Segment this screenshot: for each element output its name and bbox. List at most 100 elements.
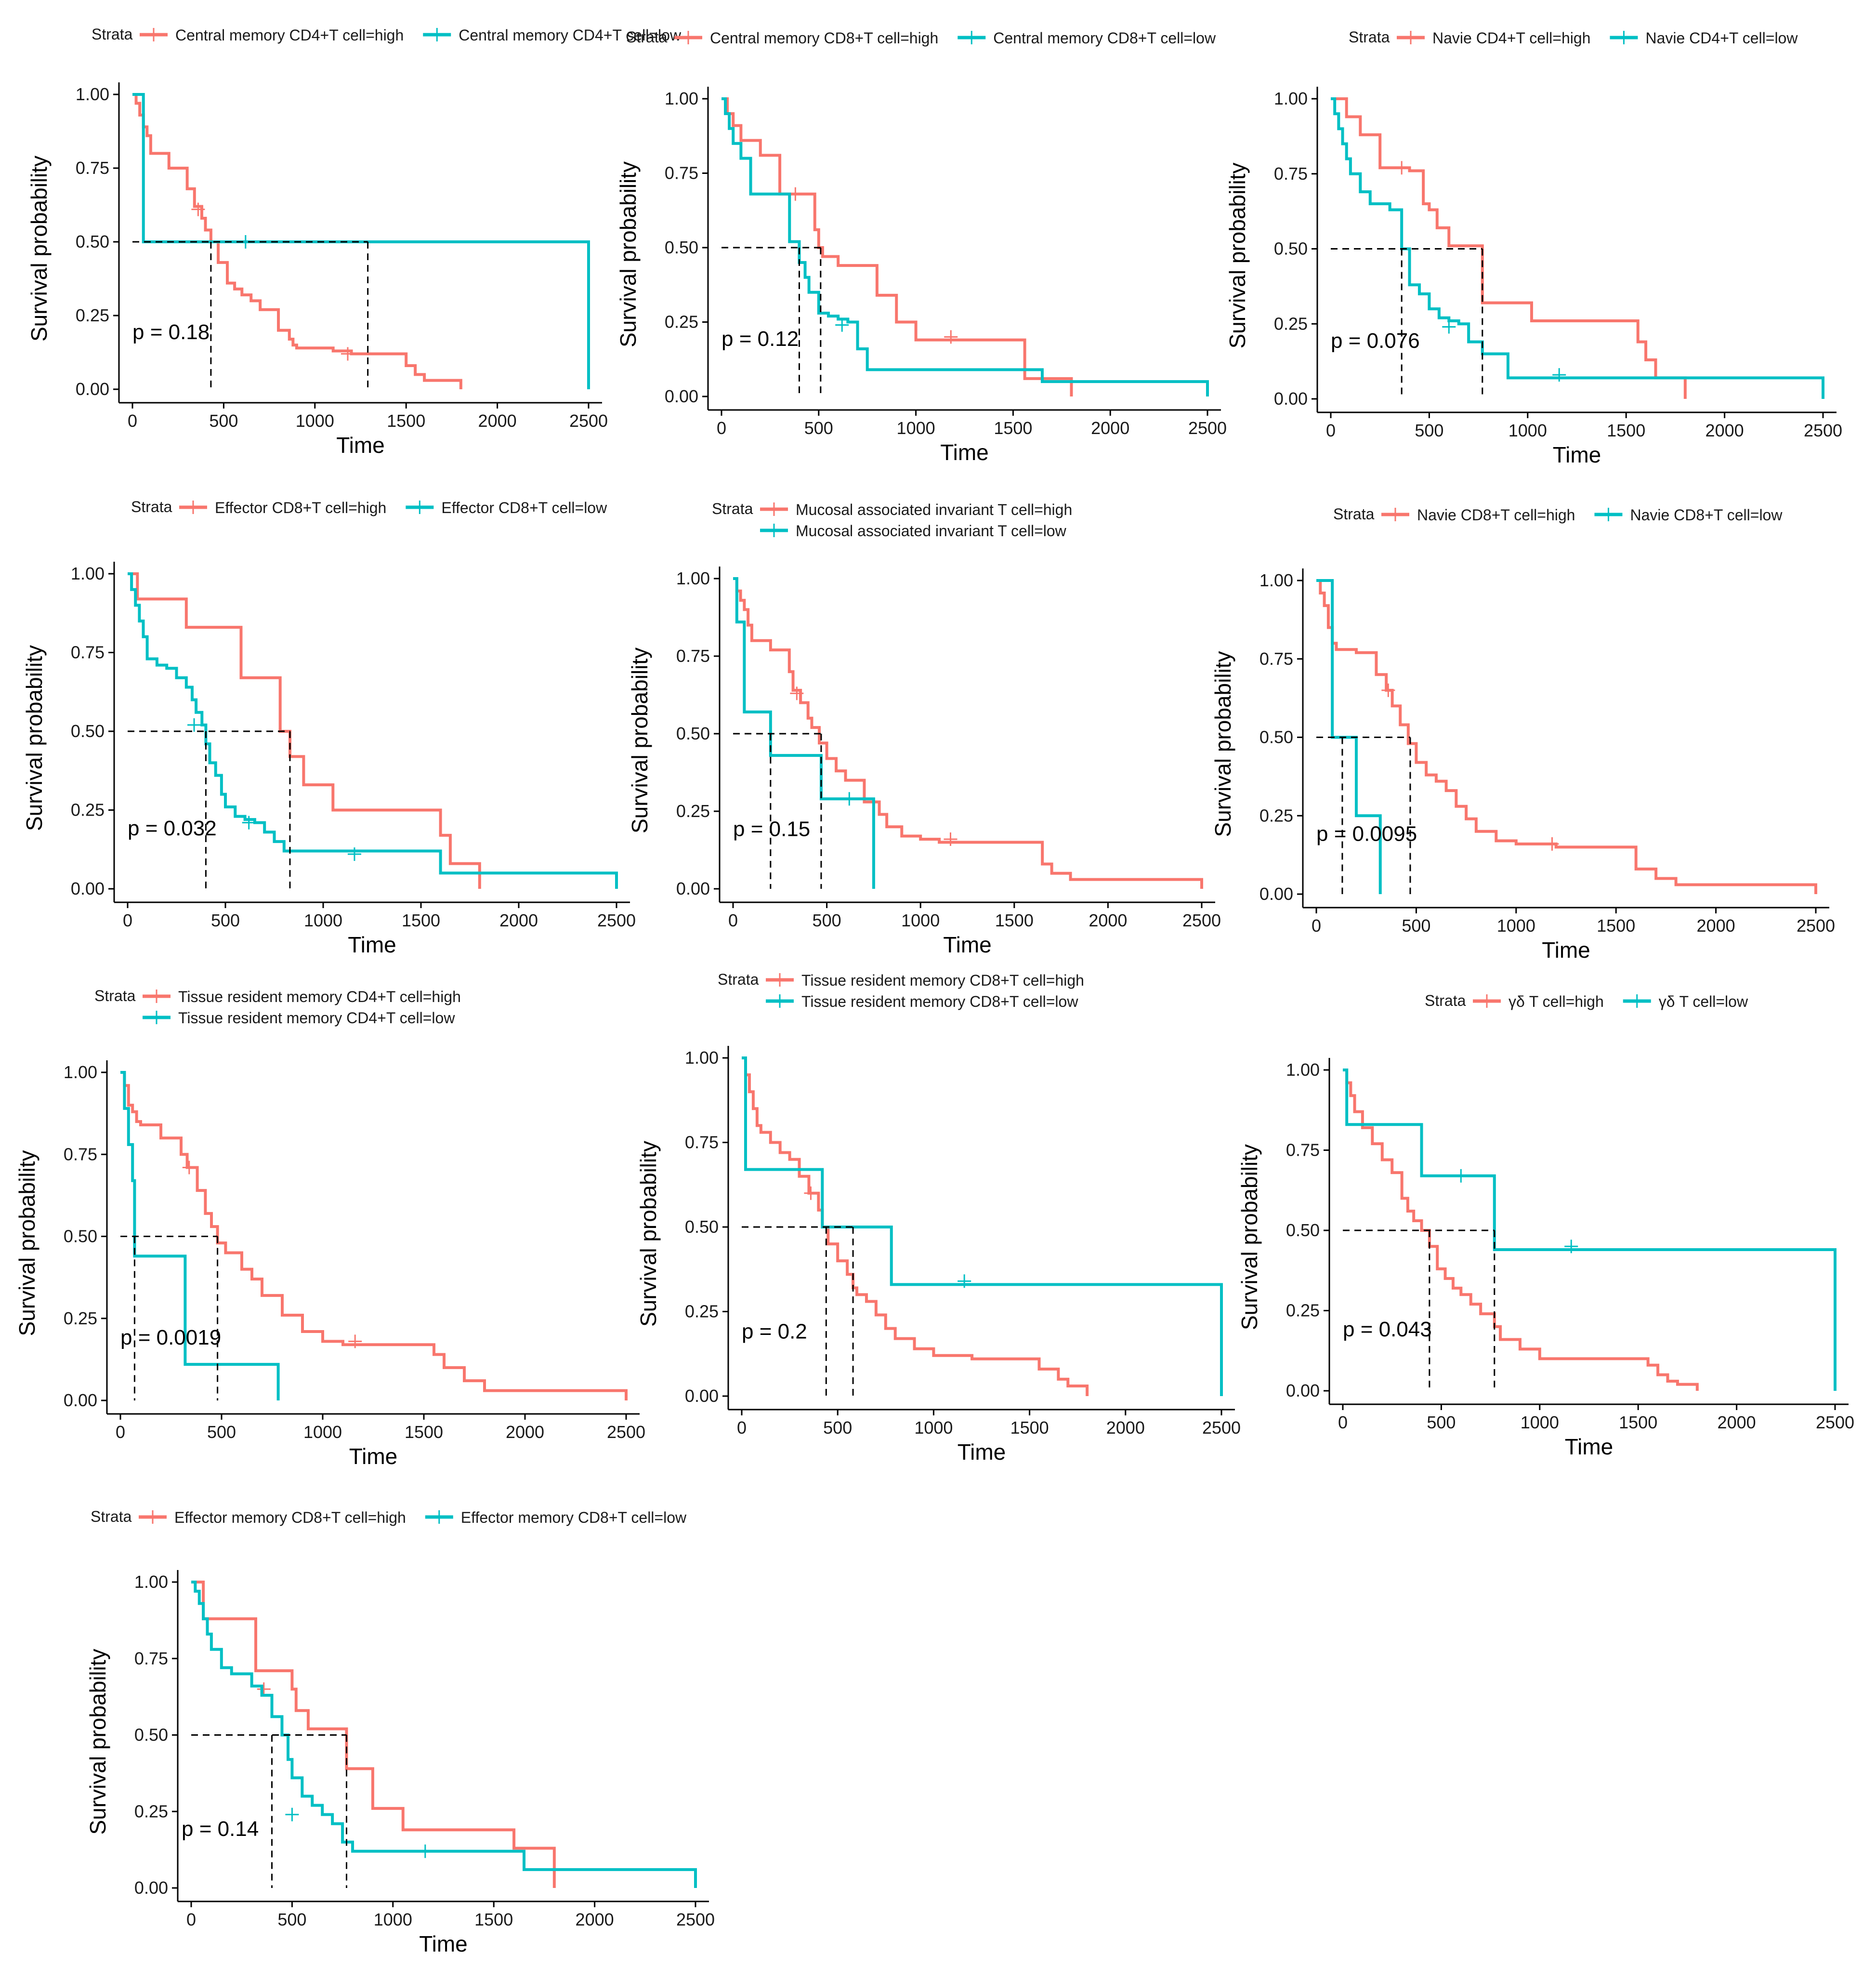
x-tick-label: 1500: [474, 1910, 513, 1929]
x-tick-label: 500: [1427, 1412, 1456, 1432]
km-curve-high: [1331, 97, 1687, 399]
legend-title: Strata: [131, 498, 172, 515]
x-tick-label: 2500: [597, 910, 636, 930]
x-tick-label: 2000: [1089, 910, 1127, 930]
legend-label-high: Central memory CD4+T cell=high: [175, 26, 404, 44]
x-tick-label: 1500: [1597, 916, 1635, 936]
x-tick-label: 2000: [1091, 418, 1129, 438]
y-tick-label: 0.50: [685, 1217, 719, 1237]
x-tick-label: 2000: [576, 1910, 614, 1929]
x-axis-title: Time: [940, 440, 989, 465]
km-curve-high: [132, 93, 462, 389]
y-tick-label: 0.50: [1274, 239, 1308, 259]
km-panel-9: Strata γδ T cell=high γδ T cell=low 0.00 0.2…: [1237, 992, 1854, 1459]
y-tick-label: 0.50: [665, 238, 698, 257]
x-tick-label: 2000: [506, 1422, 544, 1442]
p-value-label: p = 0.14: [182, 1817, 259, 1841]
legend-label-low: Tissue resident memory CD8+T cell=low: [801, 993, 1078, 1010]
legend-title: Strata: [1425, 992, 1466, 1009]
km-curve-low: [132, 93, 590, 389]
x-tick-label: 1500: [995, 910, 1034, 930]
legend-label-high: Mucosal associated invariant T cell=high: [796, 501, 1072, 518]
x-tick-label: 2500: [1188, 418, 1227, 438]
y-tick-label: 0.50: [1286, 1220, 1320, 1240]
y-tick-label: 0.00: [685, 1386, 719, 1406]
legend: Strata Central memory CD8+T cell=high Cent…: [626, 28, 1216, 47]
y-tick-label: 0.75: [76, 158, 109, 178]
km-panel-4: Strata Effector CD8+T cell=high Effector C…: [22, 498, 636, 957]
legend-title: Strata: [1333, 505, 1375, 523]
y-axis-title: Survival probability: [22, 645, 47, 831]
y-tick-label: 0.00: [1274, 389, 1308, 409]
y-tick-label: 0.00: [676, 879, 710, 898]
x-tick-label: 1500: [1607, 421, 1645, 440]
y-tick-label: 0.25: [685, 1302, 719, 1321]
x-tick-label: 1000: [901, 910, 940, 930]
legend-label-low: Navie CD8+T cell=low: [1630, 506, 1783, 524]
x-tick-label: 2500: [1182, 910, 1221, 930]
x-tick-label: 0: [123, 910, 132, 930]
x-tick-label: 1000: [1497, 916, 1535, 936]
y-axis-title: Survival probability: [85, 1649, 110, 1834]
p-value-label: p = 0.12: [722, 327, 799, 351]
x-axis-title: Time: [1565, 1434, 1614, 1459]
legend: Strata Tissue resident memory CD4+T cell=…: [94, 987, 461, 1027]
x-tick-label: 1000: [296, 411, 334, 431]
y-tick-label: 1.00: [76, 84, 109, 104]
legend: Strata γδ T cell=high γδ T cell=low: [1425, 992, 1748, 1010]
x-tick-label: 0: [728, 910, 738, 930]
x-tick-label: 2500: [1804, 421, 1842, 440]
km-curve-high: [742, 1056, 1089, 1396]
km-curve-high: [733, 577, 1203, 889]
x-tick-label: 1000: [897, 418, 935, 438]
x-axis-title: Time: [958, 1439, 1006, 1465]
km-panel-3: Strata Navie CD4+T cell=high Navie CD4+T c…: [1225, 28, 1842, 467]
x-tick-label: 0: [186, 1910, 196, 1929]
y-tick-label: 0.25: [134, 1801, 168, 1821]
x-tick-label: 1500: [1010, 1418, 1049, 1438]
y-axis-title: Survival probability: [26, 156, 52, 342]
y-tick-label: 0.00: [1286, 1381, 1320, 1400]
x-tick-label: 0: [128, 411, 137, 431]
y-tick-label: 0.00: [76, 379, 109, 399]
x-tick-label: 2500: [1797, 916, 1835, 936]
x-tick-label: 500: [209, 411, 238, 431]
legend-label-high: Navie CD8+T cell=high: [1417, 506, 1575, 524]
x-tick-label: 2500: [607, 1422, 645, 1442]
x-tick-label: 0: [1312, 916, 1321, 936]
p-value-label: p = 0.043: [1343, 1318, 1432, 1341]
legend-label-high: Effector CD8+T cell=high: [215, 499, 386, 516]
x-tick-label: 2500: [1202, 1418, 1241, 1438]
x-tick-label: 500: [823, 1418, 852, 1438]
legend-label-high: γδ T cell=high: [1509, 993, 1604, 1010]
legend-label-high: Tissue resident memory CD4+T cell=high: [178, 988, 461, 1005]
legend-label-high: Central memory CD8+T cell=high: [710, 29, 938, 47]
x-tick-label: 2000: [1697, 916, 1735, 936]
y-tick-label: 0.25: [1286, 1301, 1320, 1320]
legend-label-low: Tissue resident memory CD4+T cell=low: [178, 1009, 455, 1027]
x-tick-label: 2000: [478, 411, 517, 431]
x-tick-label: 1000: [914, 1418, 953, 1438]
x-tick-label: 2500: [569, 411, 608, 431]
y-tick-label: 0.25: [1274, 314, 1308, 333]
km-curve-high: [191, 1581, 556, 1888]
x-axis-title: Time: [349, 1444, 398, 1469]
y-tick-label: 0.75: [676, 646, 710, 666]
y-tick-label: 1.00: [1259, 570, 1293, 590]
y-tick-label: 0.75: [71, 643, 105, 662]
y-axis-title: Survival probability: [627, 647, 652, 833]
y-tick-label: 0.25: [76, 305, 109, 325]
y-tick-label: 0.75: [1274, 164, 1308, 184]
legend-label-high: Navie CD4+T cell=high: [1432, 29, 1590, 47]
x-tick-label: 2500: [1816, 1412, 1854, 1432]
p-value-label: p = 0.076: [1331, 329, 1420, 353]
p-value-label: p = 0.0095: [1316, 822, 1417, 845]
x-tick-label: 2000: [1705, 421, 1744, 440]
legend: Strata Effector memory CD8+T cell=high Eff…: [91, 1508, 687, 1526]
legend: Strata Navie CD8+T cell=high Navie CD8+T c…: [1333, 505, 1783, 524]
y-tick-label: 0.25: [71, 800, 105, 820]
x-tick-label: 500: [1415, 421, 1443, 440]
y-tick-label: 0.00: [134, 1878, 168, 1898]
legend-label-low: Mucosal associated invariant T cell=low: [796, 522, 1067, 540]
